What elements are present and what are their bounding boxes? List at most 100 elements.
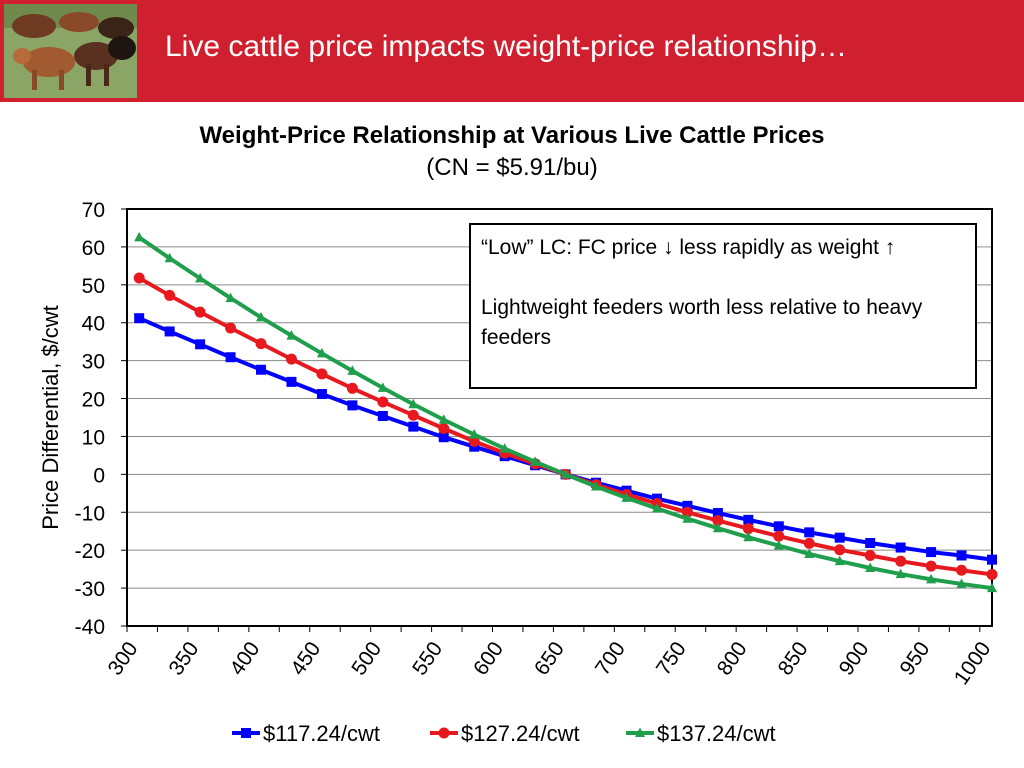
data-point [804,548,815,558]
legend-label: $137.24/cwt [657,721,776,746]
data-point [865,537,876,548]
data-point [225,292,236,303]
x-tick-label: 750 [652,638,691,680]
x-tick-label: 950 [896,638,935,680]
data-point [987,582,997,593]
legend-item-1: $117.24/cwt [232,721,380,746]
slide-title: Live cattle price impacts weight-price r… [165,30,847,63]
data-point [286,376,297,387]
chart-title: Weight-Price Relationship at Various Liv… [199,122,825,149]
data-point [743,531,754,542]
data-point [682,500,693,511]
data-point [225,352,236,363]
x-tick-label: 350 [165,638,204,680]
cattle-photo [4,4,137,98]
legend-marker [241,728,251,738]
data-point [865,562,876,572]
data-point [803,537,815,549]
data-point [346,382,358,394]
data-point [407,409,419,421]
y-tick-label: -30 [75,578,105,601]
x-tick-label: 500 [347,638,386,680]
data-point [164,252,175,263]
data-point [651,502,662,513]
y-axis-label: Price Differential, $/cwt [38,305,63,530]
legend-marker [438,727,450,739]
data-point [256,311,267,322]
data-point [225,322,237,334]
x-tick-label: 800 [713,638,752,680]
legend-item-3: $137.24/cwt [626,721,776,746]
data-point [925,560,937,572]
data-point [316,388,327,399]
data-point [621,492,632,502]
data-point [895,555,907,567]
y-tick-label: 20 [82,389,105,412]
y-tick-label: 60 [82,237,105,260]
data-point [986,568,998,580]
legend-label: $127.24/cwt [461,721,580,746]
data-point [408,398,419,409]
data-point [377,410,388,421]
data-point [316,347,327,358]
data-point [530,456,541,466]
x-tick-label: 400 [225,638,264,680]
data-point [987,554,997,565]
data-point [286,330,297,340]
chart-subtitle: (CN = $5.91/bu) [426,154,598,181]
data-point [255,338,267,350]
data-point [591,480,602,491]
data-point [194,306,206,318]
data-point [712,515,724,527]
data-point [743,514,754,525]
x-tick-label: 1000 [950,638,996,689]
y-tick-label: 10 [82,426,105,449]
data-point [164,326,175,337]
data-point [134,313,145,324]
x-tick-label: 700 [591,638,630,680]
data-point [134,231,145,242]
data-point [834,544,846,556]
data-point [681,506,693,518]
x-tick-label: 650 [530,638,569,680]
plot-frame [126,208,993,627]
series-3 [134,231,997,593]
data-point [926,573,937,584]
data-point [499,443,510,453]
y-tick-label: 50 [82,275,105,298]
x-tick-label: 600 [469,638,508,680]
data-point [834,555,845,566]
data-point [347,365,358,375]
y-tick-label: 30 [82,351,105,374]
y-tick-label: -40 [75,616,105,639]
y-tick-label: -10 [75,502,105,525]
data-point [864,549,876,561]
data-point [164,289,176,301]
data-point [682,513,693,523]
data-point [956,564,968,576]
title-banner: Live cattle price impacts weight-price r… [0,0,1024,102]
data-point [377,382,388,392]
data-point [712,508,723,519]
data-point [347,400,358,411]
data-point [316,368,328,380]
annotation-box: “Low” LC: FC price ↓ less rapidly as wei… [469,223,977,389]
data-point [742,523,754,535]
data-point [195,272,206,283]
data-point [560,468,571,479]
y-tick-label: 40 [82,313,105,336]
data-point [956,550,967,561]
x-tick-label: 900 [835,638,874,680]
data-point [133,272,145,284]
data-point [256,364,267,375]
y-tick-label: -20 [75,540,105,563]
data-point [773,540,784,550]
annotation-line-2: Lightweight feeders worth less relative … [481,296,923,349]
data-point [408,421,419,432]
legend-label: $117.24/cwt [263,721,380,746]
data-point [377,396,389,408]
legend-marker [635,727,645,737]
data-point [804,527,815,538]
data-point [468,435,480,447]
